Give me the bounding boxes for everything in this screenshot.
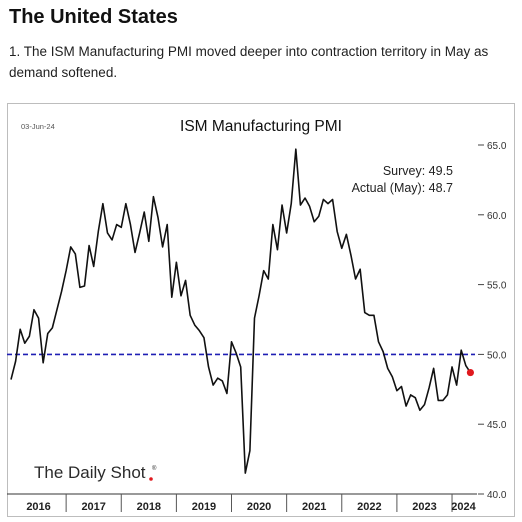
watermark-logo: The Daily Shot: [34, 463, 146, 482]
x-axis: 2016 2017 2018 2019 2020 2021 2022 2023 2024: [7, 493, 477, 513]
x-tick-label: 2017: [81, 501, 105, 513]
survey-annotation: Survey: 49.5: [383, 164, 453, 178]
chart-title: ISM Manufacturing PMI: [180, 118, 342, 135]
section-heading: The United States: [9, 6, 178, 28]
watermark-registered-icon: ®: [152, 465, 157, 472]
y-axis: 65.0 60.0 55.0 50.0 45.0 40.0: [478, 141, 507, 501]
y-tick-label: 50.0: [487, 350, 507, 361]
y-tick-label: 60.0: [487, 211, 507, 222]
pmi-chart: 03-Jun-24 ISM Manufacturing PMI Survey: …: [7, 103, 515, 517]
x-tick-label: 2024: [451, 501, 476, 513]
y-tick-label: 65.0: [487, 141, 507, 152]
x-tick-label: 2023: [412, 501, 436, 513]
chart-panel: 03-Jun-24 ISM Manufacturing PMI Survey: …: [7, 103, 515, 517]
x-tick-label: 2020: [247, 501, 271, 513]
x-tick-label: 2021: [302, 501, 326, 513]
date-stamp: 03-Jun-24: [21, 122, 55, 131]
y-tick-label: 55.0: [487, 281, 507, 292]
latest-data-point: [466, 368, 475, 377]
watermark-dot-icon: [149, 477, 153, 481]
y-tick-label: 45.0: [487, 420, 507, 431]
chart-frame: [7, 103, 515, 517]
x-tick-label: 2019: [192, 501, 216, 513]
y-tick-label: 40.0: [487, 490, 507, 501]
actual-annotation: Actual (May): 48.7: [352, 181, 453, 195]
series-line-pmi: [10, 148, 472, 474]
x-tick-label: 2022: [357, 501, 381, 513]
chart-caption: 1. The ISM Manufacturing PMI moved deepe…: [9, 44, 489, 80]
x-tick-label: 2016: [26, 501, 50, 513]
x-tick-label: 2018: [137, 501, 161, 513]
